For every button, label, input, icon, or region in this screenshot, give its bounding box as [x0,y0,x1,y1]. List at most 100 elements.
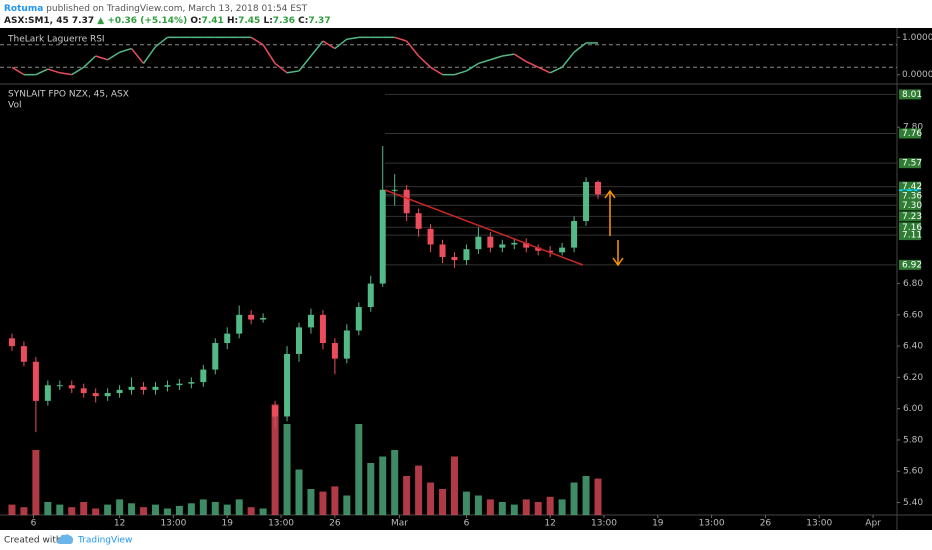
x-tick-label: Mar [391,519,408,529]
rsi-segment [573,42,587,53]
chart-title: SYNLAIT FPO NZX, 45, ASX [8,90,129,100]
volume-bar [116,499,124,515]
level-label: 6.92 [902,260,922,270]
candle-body [212,343,219,370]
candle-body [176,383,183,386]
volume-bar [128,503,136,515]
candle-body [56,385,63,387]
rsi-segment [274,62,288,74]
volume-bar [211,502,219,515]
label: H: [227,16,238,26]
level-label: 8.01 [902,90,922,100]
x-tick-label: Apr [865,519,881,529]
volume-bar [8,504,16,515]
volume-bar [175,505,183,515]
volume-bar [522,499,530,515]
level-box [899,211,921,222]
level-box [899,200,921,211]
y-tick-label: 6.60 [903,310,923,320]
candle-body [403,189,410,214]
volume-bar [343,495,351,515]
last: 7.37 [72,16,94,26]
volume-bar [32,450,40,515]
level-label: 7.76 [902,129,922,139]
rsi-segment [155,36,168,48]
volume-bar [391,450,399,515]
rsi-segment [262,44,276,64]
volume-bar [450,456,458,515]
level-label: 7.36 [902,192,922,202]
level-label: 7.30 [902,201,922,211]
candle-body [475,236,482,250]
candle-body [8,338,15,347]
rsi-segment [513,53,527,63]
value: 7.41 [202,16,224,26]
header-line: Rotuma published on TradingView.com, Mar… [4,4,308,14]
level-box [899,230,921,241]
y-tick-label: 7.80 [903,123,923,133]
candle-body [68,385,75,389]
volume-bar [546,496,554,515]
change: ▲ +0.36 (+5.14%) [97,16,187,26]
volume-bar [44,502,52,515]
level-box [899,222,921,233]
volume-bar [498,502,506,515]
volume-label: Vol [8,101,21,111]
candle-body [32,361,39,401]
volume-bar [259,508,267,515]
rsi-segment [119,47,132,53]
candle-body [319,314,326,343]
candle-body [296,327,302,354]
footer-bg [0,530,932,550]
candle-body [571,221,578,248]
rsi-segment [298,55,312,72]
x-tick-label: 13:00 [699,519,725,529]
rsi-segment [47,68,61,74]
volume-bar [427,482,435,515]
rsi-segment [502,53,515,57]
level-box [899,158,921,169]
level-label: 7.23 [902,212,922,222]
candle-body [224,333,231,343]
author[interactable]: Rotuma [4,4,43,14]
volume-bar [319,491,327,515]
volume-bar [415,465,423,515]
x-tick-label: 13:00 [806,519,832,529]
label: C: [298,16,308,26]
volume-bar [474,495,482,515]
rsi-segment [95,55,108,61]
rsi-segment [454,70,467,76]
volume-bar [355,424,363,515]
level-label: 7.11 [902,231,922,241]
footer-brand[interactable]: TradingView [77,536,132,546]
candle-body [583,181,590,222]
rsi-segment [549,66,563,74]
y-tick-label: 5.60 [903,467,923,477]
volume-bar [271,404,279,515]
volume-bar [104,504,112,515]
rsi-segment [334,38,348,50]
rsi-label: TheLark Laguerre RSI [7,35,105,45]
x-tick-label: 12 [544,519,555,529]
y-tick-label: 5.80 [903,435,923,445]
x-tick-label: 13:00 [591,519,617,529]
candle-body [595,181,601,195]
rsi-segment [394,36,407,42]
volume-bar [247,507,255,515]
candle-body [355,307,362,331]
symbol: ASX:SM1, 45 [4,16,69,26]
rsi-segment [430,66,443,76]
candle-body [343,330,350,359]
header-bg [0,0,932,28]
y-tick-label: 6.00 [903,404,923,414]
candle-body [128,386,135,390]
candle-body [487,236,494,248]
rsi-segment [322,40,336,50]
candle-body [439,244,446,257]
x-tick-label: 6 [464,519,470,529]
volume-bar [439,489,447,515]
x-tick-label: 19 [652,519,664,529]
level-box [899,191,921,202]
candle-body [559,247,566,253]
